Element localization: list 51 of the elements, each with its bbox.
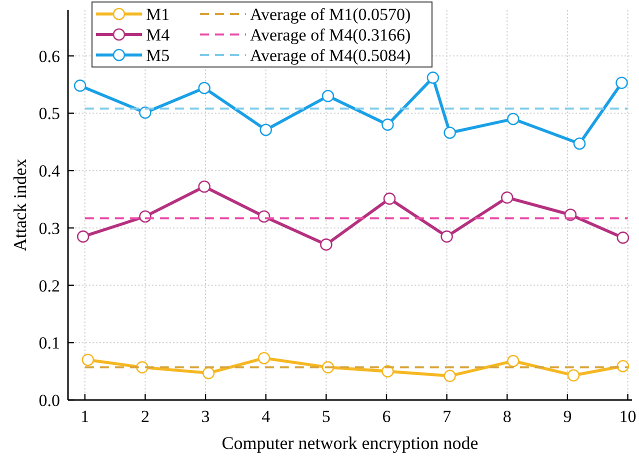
point — [616, 76, 628, 89]
point — [382, 118, 394, 131]
point — [573, 137, 586, 150]
point — [258, 210, 270, 223]
point — [260, 124, 272, 136]
y-tick-label: 0.0 — [38, 391, 60, 410]
point — [426, 72, 440, 84]
x-tick-label: 2 — [140, 407, 150, 426]
y-tick-label: 0.6 — [38, 46, 60, 66]
point — [383, 192, 396, 205]
x-tick-label: 9 — [563, 407, 572, 426]
y-tick-label: 0.4 — [38, 162, 60, 181]
legend-label: Average of M1(0.0570) — [250, 5, 411, 24]
x-axis-title: Computer network encryption node — [222, 433, 478, 453]
point — [320, 238, 332, 251]
x-tick-label: 7 — [442, 407, 452, 426]
point — [202, 366, 215, 380]
y-axis-title: Attack index — [10, 158, 30, 252]
point — [567, 369, 580, 382]
x-tick-label: 3 — [201, 407, 210, 426]
legend-label: Average of M4(0.5084) — [250, 46, 411, 65]
point — [74, 80, 86, 92]
legend-label: M5 — [146, 46, 170, 65]
legend-label: Average of M4(0.3166) — [250, 26, 411, 44]
x-tick-label: 5 — [322, 407, 330, 426]
point — [440, 230, 453, 243]
point — [500, 191, 514, 204]
point — [507, 354, 520, 368]
point — [258, 352, 270, 364]
point — [139, 106, 152, 119]
point — [76, 230, 90, 243]
x-tick-label: 4 — [262, 407, 271, 426]
x-tick-label: 10 — [619, 407, 636, 426]
legend-label: M4 — [146, 26, 170, 44]
x-tick-label: 6 — [382, 407, 391, 426]
point — [82, 354, 94, 366]
x-tick-label: 8 — [502, 407, 512, 426]
point — [444, 370, 456, 382]
y-tick-label: 0.2 — [38, 276, 60, 296]
point — [198, 180, 210, 193]
legend-label: M1 — [146, 5, 170, 24]
point — [616, 232, 630, 244]
point — [322, 90, 334, 102]
x-tick-label: 1 — [80, 407, 90, 426]
y-tick-label: 0.3 — [38, 218, 60, 238]
point — [198, 82, 210, 94]
y-tick-label: 0.1 — [38, 334, 60, 353]
point — [616, 360, 630, 372]
point — [444, 126, 456, 139]
point — [507, 112, 520, 126]
y-tick-label: 0.5 — [38, 104, 60, 124]
